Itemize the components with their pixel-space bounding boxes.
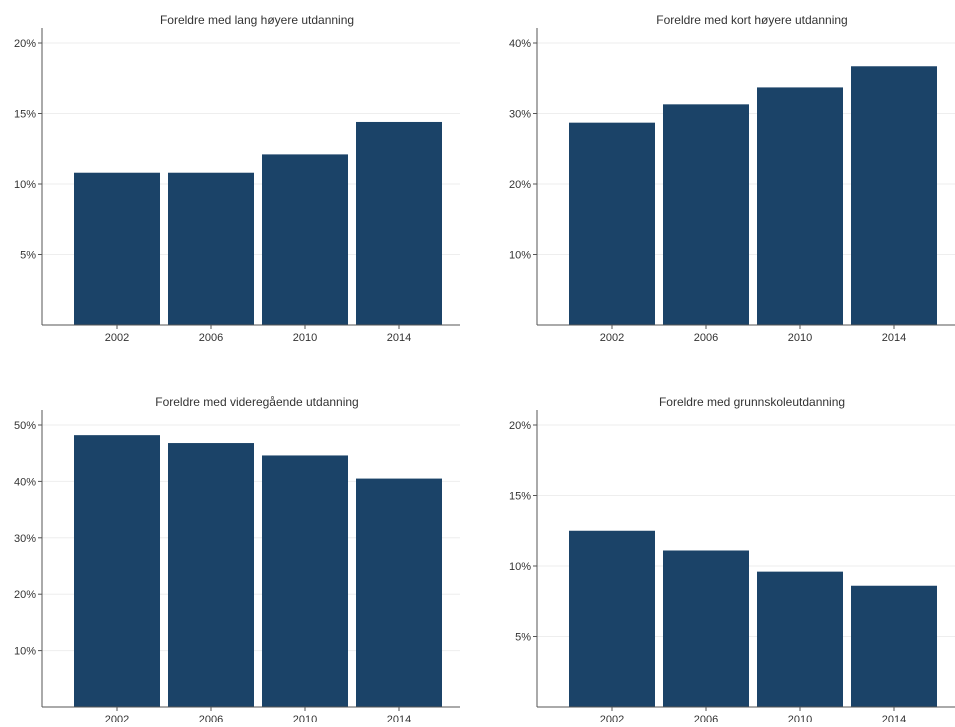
bar-2002 xyxy=(569,122,655,325)
chart-title: Foreldre med lang høyere utdanning xyxy=(160,13,354,27)
bar-2002 xyxy=(74,435,160,707)
x-tick-label: 2014 xyxy=(882,714,906,722)
x-tick-label: 2010 xyxy=(788,714,812,722)
chart-panel-4: 5% 10% 15% 20% 2002 2006 2010 2014 Foreldre med … xyxy=(509,395,955,726)
x-tick-label: 2006 xyxy=(199,332,223,344)
y-tick-label: 20% xyxy=(509,420,531,432)
bar-2002 xyxy=(569,530,655,707)
bar-2014 xyxy=(356,478,442,707)
y-tick-label: 5% xyxy=(20,250,36,262)
bar-2010 xyxy=(262,455,348,707)
y-tick-label: 50% xyxy=(14,420,36,432)
bar-2002 xyxy=(74,172,160,325)
x-tick-label: 2002 xyxy=(600,332,624,344)
bar-2014 xyxy=(356,121,442,326)
chart-panel-3: 10% 20% 30% 40% 50% 2002 2006 2010 2014 Foreldre … xyxy=(14,395,460,726)
bar-2006 xyxy=(168,443,254,707)
x-tick-label: 2014 xyxy=(387,714,411,722)
bar-2014 xyxy=(851,66,937,325)
y-tick-label: 10% xyxy=(509,250,531,262)
bar-2006 xyxy=(663,104,749,326)
chart-title: Foreldre med kort høyere utdanning xyxy=(656,13,847,27)
x-tick-label: 2006 xyxy=(199,714,223,722)
x-tick-label: 2002 xyxy=(105,714,129,722)
y-tick-label: 40% xyxy=(14,476,36,488)
bar-2014 xyxy=(851,585,937,707)
bar-2010 xyxy=(757,87,843,325)
y-tick-label: 30% xyxy=(14,533,36,545)
chart-title: Foreldre med grunnskoleutdanning xyxy=(659,395,845,409)
x-tick-label: 2002 xyxy=(105,332,129,344)
y-tick-label: 15% xyxy=(509,491,531,503)
y-tick-label: 10% xyxy=(14,179,36,191)
x-tick-label: 2014 xyxy=(882,332,906,344)
y-tick-label: 15% xyxy=(14,109,36,121)
x-tick-label: 2010 xyxy=(293,332,317,344)
chart-panel-2: 10% 20% 30% 40% 2002 2006 2010 2014 Foreldre med… xyxy=(509,13,955,344)
y-tick-label: 20% xyxy=(14,589,36,601)
chart-title: Foreldre med videregående utdanning xyxy=(155,395,358,409)
bar-2010 xyxy=(262,154,348,325)
y-tick-label: 10% xyxy=(509,561,531,573)
x-tick-label: 2010 xyxy=(788,332,812,344)
x-tick-label: 2002 xyxy=(600,714,624,722)
y-tick-label: 20% xyxy=(14,38,36,50)
x-tick-label: 2006 xyxy=(694,332,718,344)
bar-2010 xyxy=(757,571,843,707)
x-tick-label: 2010 xyxy=(293,714,317,722)
bar-2006 xyxy=(663,550,749,707)
y-tick-label: 20% xyxy=(509,179,531,191)
y-tick-label: 40% xyxy=(509,38,531,50)
x-tick-label: 2006 xyxy=(694,714,718,722)
y-tick-label: 10% xyxy=(14,646,36,658)
chart-panel-1: 5% 10% 15% 20% 2002 2006 2010 2014 Foreldre med … xyxy=(14,13,460,344)
x-tick-label: 2014 xyxy=(387,332,411,344)
bar-2006 xyxy=(168,172,254,325)
y-tick-label: 5% xyxy=(515,632,531,644)
y-tick-label: 30% xyxy=(509,109,531,121)
